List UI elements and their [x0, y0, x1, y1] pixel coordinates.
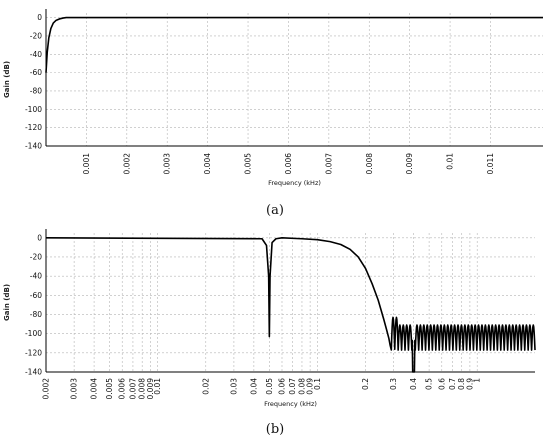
x-tick-label: 0.04 [249, 378, 258, 395]
x-tick-label: 0.006 [118, 378, 127, 400]
x-tick-label: 0.2 [361, 378, 370, 390]
x-tick-label: 0.008 [138, 378, 147, 400]
x-tick-label: 0.002 [42, 378, 51, 400]
x-tick-label: 0.09 [306, 378, 315, 395]
y-tick-label: -140 [25, 368, 42, 377]
y-tick-label: 0 [37, 233, 42, 242]
y-tick-label: 0 [37, 13, 42, 22]
x-tick-label: 0.06 [277, 378, 286, 395]
x-tick-label: 0.007 [128, 378, 137, 400]
x-tick-label: 0.4 [409, 378, 418, 390]
x-tick-label: 0.006 [284, 153, 293, 175]
y-axis-title: Gain (dB) [3, 284, 11, 321]
series-line [45, 236, 536, 373]
x-tick-label: 0.03 [229, 378, 238, 395]
x-tick-label: 0.07 [288, 378, 297, 395]
x-tick-label: 0.8 [457, 378, 466, 390]
y-tick-label: -100 [25, 105, 42, 114]
x-tick-label: 0.005 [244, 153, 253, 175]
x-axis-title: Frequency (kHz) [268, 179, 321, 187]
x-tick-label: 0.001 [82, 153, 91, 175]
chart-panel-a: 0.001 0.002 0.003 0.004 0.005 0.006 0.007 0.008… [3, 9, 543, 218]
x-tick-label: 0.005 [105, 378, 114, 400]
y-tick-label: -60 [30, 68, 42, 77]
y-tick-label: -120 [25, 123, 42, 132]
x-tick-label: 0.05 [265, 378, 274, 395]
chart-b: 0.002 0.003 0.004 0.005 0.006 0.007 0.008 0.009… [3, 229, 536, 408]
y-tick-label: -120 [25, 348, 42, 357]
x-tick-label: 0.003 [163, 153, 172, 175]
x-tick-label: 0.003 [70, 378, 79, 400]
y-tick-label: -140 [25, 142, 42, 151]
x-tick-label: 0.009 [405, 153, 414, 175]
x-tick-label: 0.3 [389, 378, 398, 390]
series-line [45, 16, 543, 73]
y-tick-label: -40 [30, 272, 42, 281]
y-axis-title: Gain (dB) [3, 61, 11, 98]
x-tick-label: 0.9 [465, 378, 474, 390]
y-tick-label: -40 [30, 50, 42, 59]
x-tick-label: 0.1 [313, 378, 322, 390]
x-tick-label: 0.01 [446, 153, 455, 170]
y-tick-label: -60 [30, 291, 42, 300]
x-tick-label: 0.009 [146, 378, 155, 400]
y-tick-label: -80 [30, 310, 42, 319]
y-tick-label: -100 [25, 329, 42, 338]
x-tick-label: 0.004 [90, 378, 99, 400]
x-tick-label: 0.008 [365, 153, 374, 175]
caption-a: (a) [266, 203, 284, 218]
x-tick-label: 0.007 [324, 153, 333, 175]
y-tick-label: -20 [30, 31, 42, 40]
x-tick-label: 0.004 [203, 153, 212, 175]
x-tick-label: 0.01 [153, 378, 162, 395]
y-tick-label: -20 [30, 252, 42, 261]
x-tick-label: 0.011 [486, 153, 495, 175]
y-tick-label: -80 [30, 86, 42, 95]
x-tick-label: 0.6 [437, 378, 446, 390]
chart-a: 0.001 0.002 0.003 0.004 0.005 0.006 0.007 0.008… [3, 9, 543, 187]
x-tick-label: 0.7 [448, 378, 457, 390]
x-tick-label: 0.02 [201, 378, 210, 395]
chart-panel-b: 0.002 0.003 0.004 0.005 0.006 0.007 0.008 0.009… [0, 222, 550, 440]
caption-b: (b) [265, 422, 285, 437]
x-tick-label: 0.08 [297, 378, 306, 395]
x-tick-label: 0.5 [425, 378, 434, 390]
x-axis-title: Frequency (kHz) [264, 400, 317, 408]
x-tick-label: 1 [473, 378, 482, 383]
x-tick-label: 0.002 [122, 153, 131, 175]
